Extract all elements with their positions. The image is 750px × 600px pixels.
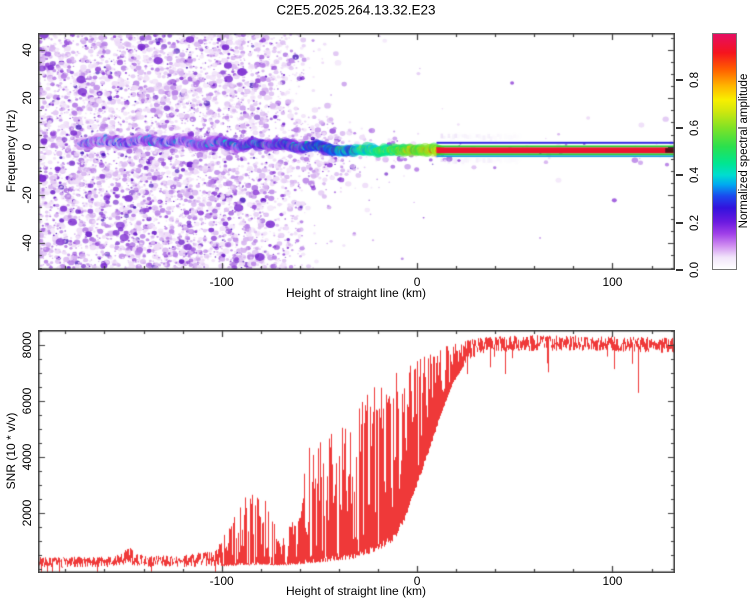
colorbar-tick-label: 0.0: [689, 262, 701, 278]
colorbar-tick: [676, 269, 683, 271]
spectrogram-y-tick-label: 40: [20, 43, 34, 57]
snr-y-tick-label: 2000: [20, 499, 34, 527]
snr-x-axis-title: Height of straight line (km): [285, 584, 427, 598]
snr-y-tick-label: 6000: [20, 387, 34, 415]
spectrogram-y-tick-label: -20: [20, 186, 34, 204]
snr-x-tick-label: 100: [602, 574, 623, 588]
colorbar-tick-label: 0.8: [689, 72, 701, 89]
spectrogram-y-tick-label: 20: [20, 91, 34, 105]
snr-y-tick-label: 4000: [20, 443, 34, 471]
figure-title: C2E5.2025.264.13.32.E23: [276, 2, 436, 18]
colorbar-tick: [676, 126, 683, 129]
spectrogram-plot-area: [38, 33, 675, 270]
snr-y-axis-title: SNR (10 * v/v): [4, 412, 18, 490]
snr-plot-area: [38, 330, 675, 573]
colorbar-title: Normalized spectral amplitude: [738, 73, 750, 229]
spectrogram-x-tick-label: -100: [209, 275, 234, 289]
colorbar-tick: [676, 174, 683, 177]
colorbar-tick-label: 0.2: [689, 214, 701, 231]
spectrogram-x-tick-label: 0: [413, 275, 421, 289]
spectrogram-x-tick-label: 100: [602, 275, 623, 289]
snr-x-tick-label: -100: [209, 574, 234, 588]
colorbar: [712, 33, 737, 270]
spectrogram-y-tick-label: 0: [20, 143, 34, 150]
colorbar-tick: [676, 221, 683, 224]
colorbar-tick-label: 0.6: [689, 119, 701, 136]
colorbar-tick-label: 0.4: [689, 167, 701, 184]
snr-y-tick-label: 8000: [20, 332, 34, 359]
spectrogram-y-axis-title: Frequency (Hz): [4, 109, 18, 193]
colorbar-tick: [676, 79, 683, 82]
spectrogram-x-axis-title: Height of straight line (km): [285, 286, 427, 300]
snr-x-tick-label: 0: [413, 574, 421, 588]
spectrogram-y-tick-label: -40: [20, 234, 34, 253]
